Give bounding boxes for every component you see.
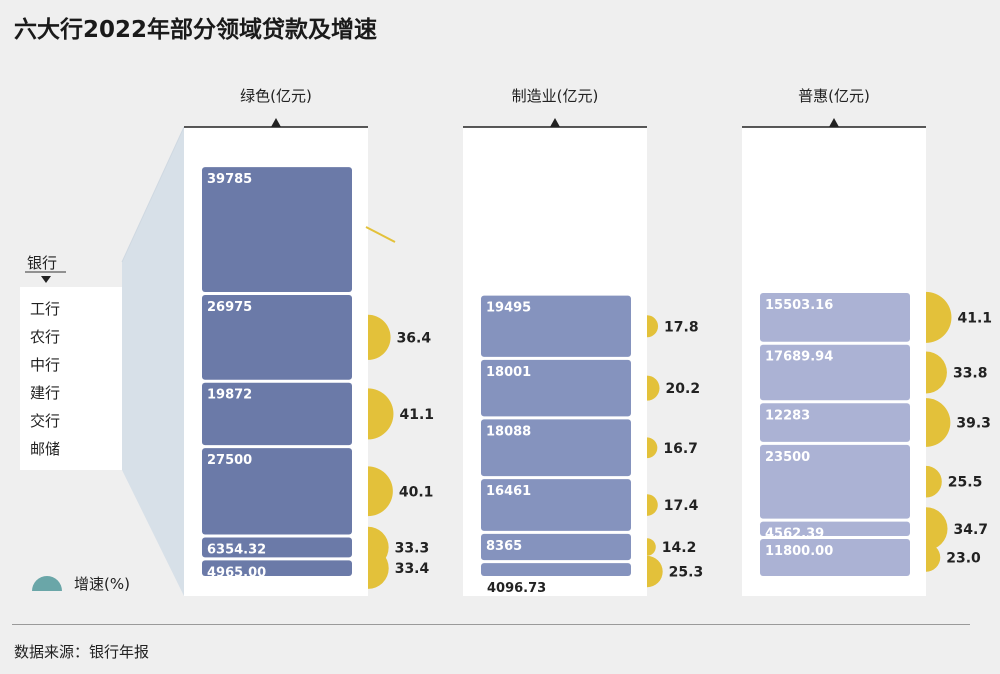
bar-value-label: 23500 [765, 450, 810, 465]
bar [760, 403, 910, 442]
growth-label: 33.8 [953, 365, 988, 381]
growth-arc [926, 507, 948, 551]
bar [481, 533, 631, 561]
growth-label: 39.3 [956, 416, 991, 432]
growth-label: 14.2 [662, 540, 697, 556]
bar [760, 344, 910, 401]
growth-arc [368, 388, 394, 440]
growth-legend-icon [32, 576, 62, 591]
bar-value-label: 18088 [486, 424, 531, 439]
bar [760, 444, 910, 519]
footer-divider [12, 624, 970, 625]
bar [760, 521, 910, 536]
bar [760, 538, 910, 576]
bar [481, 359, 631, 417]
bar [481, 479, 631, 531]
chart-title: 六大行2022年部分领域贷款及增速 [14, 17, 378, 43]
bar-value-label: 39785 [207, 172, 252, 187]
bar [202, 537, 352, 558]
bar-value-label: 27500 [207, 453, 252, 468]
bank-legend-item: 邮储 [30, 440, 60, 458]
panel-title: 制造业(亿元) [512, 87, 599, 105]
bar-value-label: 11800.00 [765, 544, 833, 559]
growth-arc [647, 315, 659, 338]
growth-label: 41.1 [957, 310, 992, 326]
growth-label: 40.1 [399, 484, 434, 500]
growth-label: 16.7 [663, 441, 698, 457]
growth-label: 33.4 [395, 561, 430, 577]
bank-legend-item: 中行 [30, 356, 60, 374]
bar-value-label: 26975 [207, 300, 252, 315]
growth-arc [926, 351, 947, 394]
growth-arc [926, 398, 951, 447]
bar-value-label: 18001 [486, 365, 531, 380]
growth-label: 17.4 [664, 498, 699, 514]
growth-label: 23.0 [946, 550, 981, 566]
panel-title: 绿色(亿元) [240, 87, 312, 105]
growth-legend-label: 增速(%) [74, 575, 130, 593]
growth-arc [647, 555, 663, 588]
bar [760, 293, 910, 342]
legend-connector [122, 127, 184, 596]
bar-value-label: 4965.00 [207, 565, 266, 580]
decorative-dash [365, 226, 396, 243]
growth-label: 25.3 [669, 565, 704, 581]
growth-label: 17.8 [664, 319, 699, 335]
growth-arc [368, 547, 389, 589]
bar [202, 167, 352, 293]
growth-label: 41.1 [399, 407, 434, 423]
legend-connector-edge [121, 126, 185, 263]
growth-arc [926, 465, 942, 498]
bar [202, 560, 352, 576]
bank-legend-header: 银行 [27, 254, 57, 272]
bank-legend-item: 建行 [30, 384, 60, 402]
bar [481, 563, 631, 576]
growth-arc [647, 494, 658, 516]
growth-label: 34.7 [954, 522, 989, 538]
bar [481, 419, 631, 477]
bar-value-label: 15503.16 [765, 298, 833, 313]
bar-value-label: 19495 [486, 301, 531, 316]
bar-value-label: 6354.32 [207, 542, 266, 557]
growth-arc [368, 314, 391, 360]
panel-axis-arrow-icon [550, 118, 560, 127]
growth-label: 25.5 [948, 475, 983, 491]
bank-legend-item: 交行 [30, 412, 60, 430]
panel-axis-arrow-icon [829, 118, 839, 127]
growth-arc [647, 538, 656, 556]
bar [202, 448, 352, 535]
source-note: 数据来源：银行年报 [14, 643, 150, 661]
bar-value-label: 19872 [207, 388, 252, 403]
bank-legend-arrow-icon [41, 276, 51, 283]
panel-axis-arrow-icon [271, 118, 281, 127]
bar [202, 382, 352, 446]
bar-value-label: 12283 [765, 408, 810, 423]
bar [481, 295, 631, 357]
growth-arc [926, 543, 941, 572]
growth-arc [926, 291, 952, 343]
growth-label: 20.2 [666, 381, 701, 397]
growth-arc [647, 375, 660, 401]
bar-value-label: 4096.73 [487, 581, 546, 596]
growth-arc [647, 437, 658, 459]
bank-legend-item: 农行 [30, 328, 60, 346]
growth-label: 33.3 [395, 540, 430, 556]
bar [202, 295, 352, 380]
growth-label: 36.4 [397, 330, 432, 346]
growth-arc [368, 466, 393, 517]
bar-value-label: 8365 [486, 539, 522, 554]
bar-value-label: 16461 [486, 484, 531, 499]
bank-legend-item: 工行 [30, 300, 60, 318]
bar-value-label: 17689.94 [765, 350, 833, 365]
bank-legend-box [20, 287, 122, 470]
bar-value-label: 4562.39 [765, 527, 824, 542]
panel-title: 普惠(亿元) [798, 87, 870, 105]
